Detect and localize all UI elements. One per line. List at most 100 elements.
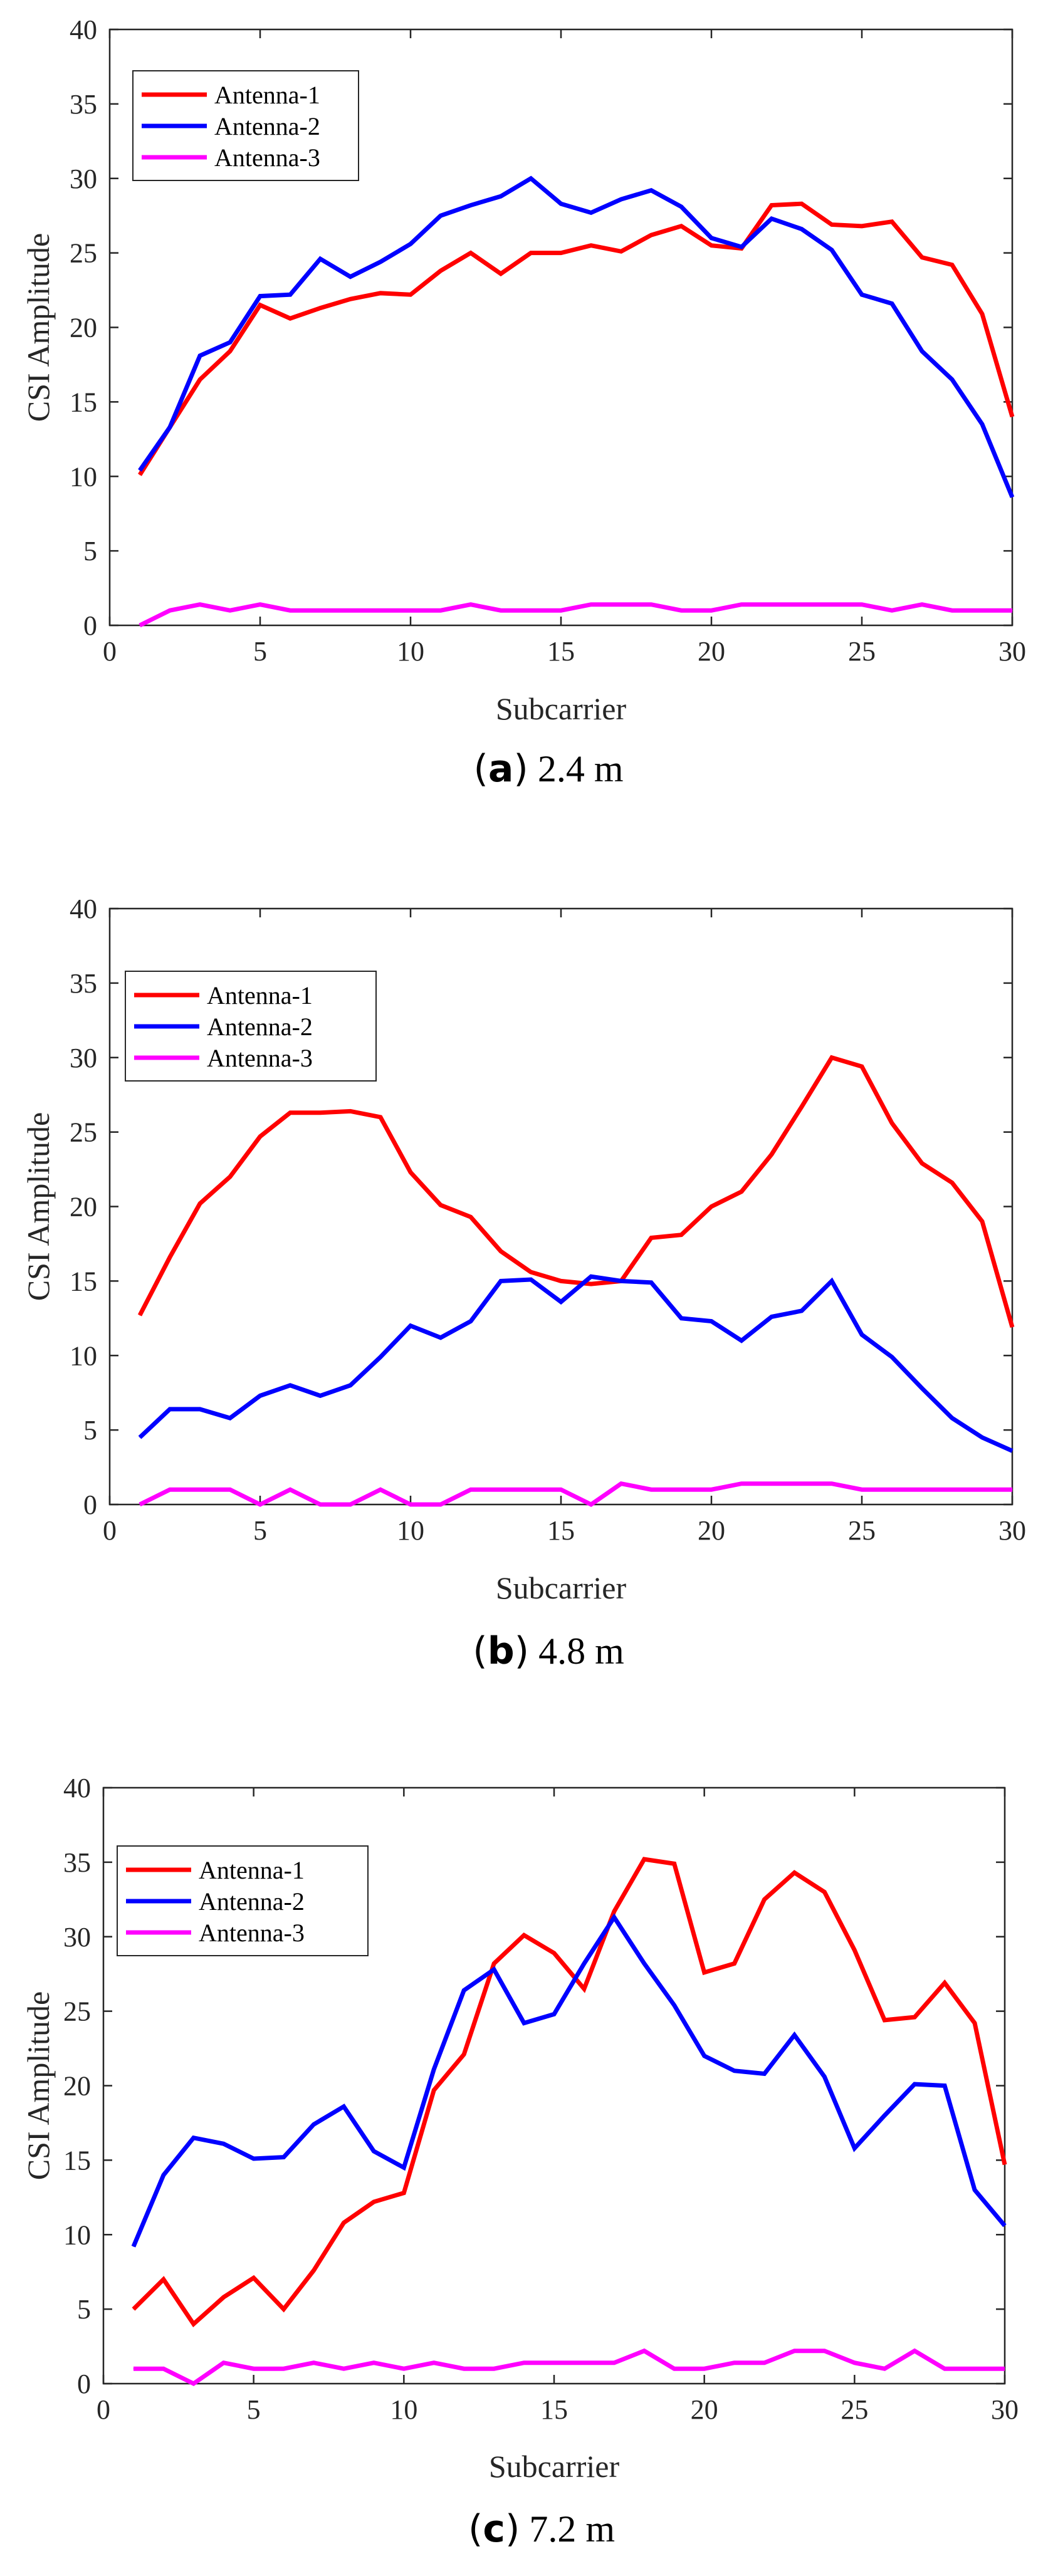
- chart-b-legend-antenna-1-label: Antenna-1: [207, 981, 313, 1009]
- chart-a-series-antenna-1-point: [651, 234, 652, 236]
- chart-b-series-antenna-3-point: [891, 1489, 893, 1490]
- chart-a-series-antenna-2-point: [891, 303, 893, 304]
- chart-a-series-antenna-3-point: [621, 604, 622, 605]
- chart-b-caption-letter: b: [488, 1629, 515, 1673]
- chart-a-legend-antenna-1-label: Antenna-1: [214, 81, 320, 109]
- chart-c-series-antenna-2-point: [553, 2013, 555, 2015]
- chart-a-series-antenna-3-point: [711, 610, 712, 611]
- chart-a-series-antenna-2-point: [982, 424, 983, 425]
- chart-a-y-tick-label: 30: [70, 164, 97, 194]
- chart-a-series-antenna-1-point: [290, 318, 291, 319]
- chart-b-series-antenna-3-point: [350, 1504, 351, 1505]
- chart-a-series-antenna-1-point: [891, 221, 893, 222]
- chart-a-y-tick-label: 40: [70, 14, 97, 45]
- chart-a-series-antenna-3-point: [560, 610, 562, 611]
- chart-c-series-antenna-2-point: [193, 2137, 194, 2139]
- chart-c-x-tick-label: 25: [841, 2394, 868, 2425]
- chart-a-series-antenna-2-point: [350, 276, 351, 278]
- chart-b-series-antenna-1-line: [137, 1055, 1015, 1328]
- chart-a-series-antenna-3-point: [982, 610, 983, 611]
- chart-a-y-tick-label: 5: [83, 536, 97, 566]
- chart-b-series-antenna-3-point: [530, 1489, 532, 1490]
- chart-c-series-antenna-1-point: [133, 2308, 134, 2310]
- chart-a-series-antenna-2-point: [621, 199, 622, 200]
- chart-c-series-antenna-1-point: [794, 1872, 795, 1874]
- chart-b-series-antenna-1-point: [530, 1271, 532, 1273]
- chart-a-series-antenna-3-point: [290, 610, 291, 611]
- chart-c-caption-open-paren: (: [468, 2507, 483, 2551]
- chart-c-y-tick-label: 10: [63, 2219, 91, 2250]
- chart-c-y-tick-label: 15: [63, 2145, 91, 2176]
- chart-c-y-tick-label: 20: [63, 2071, 91, 2102]
- chart-a-x-tick-label: 20: [698, 636, 725, 667]
- chart-a-y-axis-label: CSI Amplitude: [21, 233, 56, 422]
- chart-a-series-antenna-1-point: [951, 264, 953, 266]
- chart-c-series-antenna-1-point: [914, 2016, 915, 2018]
- chart-b-x-tick-label: 5: [253, 1515, 267, 1546]
- chart-a-series-antenna-3-point: [229, 610, 231, 611]
- chart-c-series-antenna-1-point: [163, 2279, 164, 2280]
- chart-c-caption-close-paren: ): [505, 2507, 520, 2551]
- chart-b-caption-close-paren: ): [515, 1629, 529, 1673]
- chart-c-legend-antenna-3-label: Antenna-3: [199, 1919, 305, 1947]
- chart-a-series-antenna-3-point: [1012, 610, 1013, 611]
- chart-b-series-antenna-3-point: [741, 1483, 742, 1484]
- chart-a-series-antenna-2-point: [380, 261, 381, 263]
- chart-c-series-antenna-2-point: [914, 2083, 915, 2085]
- chart-b-series-antenna-3-point: [1012, 1489, 1013, 1490]
- chart-a-series-antenna-3-point: [530, 610, 532, 611]
- chart-c-series-antenna-3-point: [764, 2362, 765, 2364]
- chart-c-x-tick-label: 10: [390, 2394, 417, 2425]
- chart-b-x-tick-label: 20: [698, 1515, 725, 1546]
- chart-c-caption-value: 7.2 m: [520, 2508, 615, 2550]
- chart-a-series-antenna-3-point: [891, 610, 893, 611]
- chart-b-series-antenna-3-point: [259, 1504, 261, 1505]
- chart-b-series-antenna-1-point: [741, 1191, 742, 1192]
- chart-b-series-antenna-1-point: [259, 1136, 261, 1137]
- chart-b-series-antenna-1-point: [982, 1221, 983, 1222]
- chart-a-series-antenna-2-point: [1012, 497, 1013, 498]
- chart-a-series-antenna-2-point: [711, 237, 712, 239]
- chart-b-series-antenna-1-point: [290, 1112, 291, 1113]
- chart-a-series-antenna-3-point: [199, 604, 201, 605]
- chart-c-series-antenna-1-point: [854, 1949, 855, 1951]
- chart-c-series-antenna-1-point: [193, 2323, 194, 2325]
- chart-panel-b: 0 5 10 15 20 25 30 0 5 10 15 20 25 30 35 40 Subcarrier CS…: [21, 894, 1026, 1673]
- chart-b-series-antenna-2-point: [741, 1340, 742, 1341]
- chart-a-series-antenna-3-point: [259, 604, 261, 605]
- chart-a-legend-antenna-2-label: Antenna-2: [214, 112, 320, 140]
- chart-c-x-tick-label: 0: [97, 2394, 110, 2425]
- chart-b-series-antenna-1-point: [1012, 1327, 1013, 1328]
- chart-b-series-antenna-1-point: [711, 1206, 712, 1207]
- chart-c-y-tick-label: 5: [77, 2294, 91, 2325]
- chart-b-y-tick-label: 35: [70, 968, 97, 999]
- chart-c-y-tick-label: 30: [63, 1922, 91, 1953]
- chart-a-series-antenna-3-point: [951, 610, 953, 611]
- chart-b-series-antenna-1-point: [891, 1122, 893, 1124]
- chart-b-series-antenna-2-point: [982, 1437, 983, 1438]
- chart-b-series-antenna-2-point: [320, 1395, 321, 1396]
- chart-a-series-antenna-3-line: [139, 602, 1012, 628]
- chart-c-series-antenna-3-point: [553, 2362, 555, 2364]
- chart-a-series-antenna-1-point: [982, 313, 983, 315]
- chart-c-series-antenna-3-point: [854, 2362, 855, 2364]
- chart-b-series-antenna-1-point: [590, 1283, 592, 1285]
- chart-panel-a: 0 5 10 15 20 25 30 0 5 10 15 20 25 30 35 40 Subcarrier CS…: [21, 14, 1026, 791]
- chart-b-series-antenna-1-point: [350, 1110, 351, 1112]
- chart-a-series-antenna-2-point: [741, 246, 742, 248]
- chart-a-y-tick-label: 15: [70, 387, 97, 417]
- chart-b-series-antenna-2-point: [651, 1282, 652, 1283]
- chart-c-series-antenna-1-point: [734, 1963, 735, 1964]
- chart-b-series-antenna-2-point: [921, 1388, 923, 1389]
- chart-b-series-antenna-2-point: [590, 1276, 592, 1277]
- chart-a-x-axis-label: Subcarrier: [496, 691, 627, 726]
- chart-b-series-antenna-3-point: [229, 1489, 231, 1490]
- chart-b-caption: (b) 4.8 m: [473, 1629, 624, 1673]
- chart-c-series-antenna-2-line: [131, 1913, 1007, 2248]
- chart-b-series-antenna-3-point: [921, 1489, 923, 1490]
- chart-a-series-antenna-2-point: [199, 355, 201, 357]
- chart-c-series-antenna-3-point: [824, 2350, 825, 2352]
- chart-a-series-antenna-2-point: [951, 379, 953, 380]
- chart-b-series-antenna-2-point: [711, 1321, 712, 1322]
- chart-c-series-antenna-1-point: [223, 2297, 224, 2298]
